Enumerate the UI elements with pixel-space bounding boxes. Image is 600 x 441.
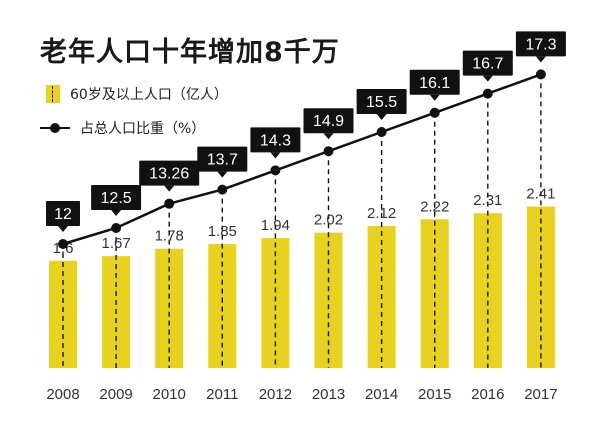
- ratio-label-box: [250, 127, 301, 153]
- x-tick-label: 2009: [99, 386, 132, 403]
- ratio-label-pointer: [164, 185, 175, 192]
- legend-line-label: 占总人口比重（%）: [80, 121, 206, 137]
- ratio-label-pointer: [535, 56, 546, 63]
- legend-bar-label: 60岁及以上人口（亿人）: [70, 87, 228, 103]
- legend-item-population: 60岁及以上人口（亿人）: [46, 84, 228, 104]
- bar: [314, 232, 343, 368]
- bar-value-label: 1.94: [261, 217, 290, 234]
- ratio-label-pointer: [429, 94, 440, 101]
- legend-line-swatch: [40, 123, 70, 133]
- bar: [473, 213, 502, 368]
- ratio-point: [217, 184, 228, 195]
- x-tick-label: 2010: [153, 386, 186, 403]
- ratio-point: [323, 146, 334, 157]
- ratio-label-box: [462, 50, 513, 76]
- bar-value-label: 2.02: [314, 212, 343, 229]
- bar: [49, 260, 77, 368]
- x-tick-label: 2017: [524, 386, 557, 403]
- ratio-label-pointer: [376, 114, 387, 120]
- legend-item-ratio: 占总人口比重（%）: [40, 118, 205, 138]
- x-tick-label: 2016: [471, 386, 504, 403]
- ratio-label-pointer: [270, 152, 281, 159]
- bar-value-label: 1.85: [208, 223, 237, 240]
- ratio-label-box: [139, 160, 200, 186]
- ratio-value-label: 12.5: [101, 190, 132, 207]
- ratio-value-label: 15.5: [366, 94, 397, 111]
- ratio-label-box: [303, 108, 354, 134]
- ratio-label-box: [356, 89, 407, 114]
- ratio-point: [111, 223, 122, 233]
- ratio-label-box: [46, 201, 80, 226]
- ratio-label-pointer: [217, 171, 228, 178]
- ratio-point: [482, 88, 493, 99]
- chart-title: 老年人口十年增加8千万: [40, 37, 340, 68]
- ratio-label-pointer: [482, 75, 493, 82]
- ratio-value-label: 14.9: [313, 113, 344, 130]
- ratio-point: [270, 165, 281, 176]
- x-tick-label: 2014: [365, 386, 398, 403]
- bar-value-label: 2.31: [473, 192, 502, 209]
- ratio-label-box: [91, 185, 142, 210]
- legend-bar-swatch: [46, 85, 60, 103]
- ratio-value-label: 13.7: [207, 152, 238, 169]
- ratio-label-pointer: [58, 226, 68, 232]
- ratio-value-label: 13.26: [149, 166, 189, 183]
- ratio-label-pointer: [111, 210, 122, 216]
- x-tick-label: 2015: [418, 386, 451, 403]
- ratio-point: [535, 69, 546, 80]
- x-tick-label: 2013: [312, 386, 345, 403]
- bar: [261, 238, 290, 368]
- bar-value-label: 1.67: [101, 235, 130, 252]
- ratio-value-label: 16.7: [472, 56, 503, 73]
- ratio-point: [164, 198, 175, 209]
- ratio-value-label: 17.3: [525, 36, 556, 53]
- ratio-point: [429, 107, 440, 118]
- ratio-label-box: [515, 31, 566, 57]
- x-tick-label: 2012: [259, 386, 292, 403]
- bar-value-label: 2.41: [526, 186, 555, 203]
- ratio-label-box: [197, 146, 248, 172]
- x-tick-label: 2008: [46, 386, 79, 403]
- bar-value-label: 2.12: [367, 205, 396, 222]
- bar-value-label: 1.78: [155, 228, 184, 245]
- ratio-line: [62, 73, 542, 246]
- bar-value-label: 2.22: [420, 198, 449, 215]
- x-tick-label: 2011: [206, 386, 238, 403]
- ratio-value-label: 14.3: [260, 132, 291, 149]
- ratio-label-pointer: [323, 133, 334, 140]
- ratio-label-box: [409, 69, 460, 95]
- ratio-point: [376, 127, 387, 137]
- ratio-point: [58, 239, 68, 249]
- bar: [526, 206, 555, 368]
- ratio-value-label: 16.1: [419, 75, 450, 92]
- ratio-value-label: 12: [54, 206, 72, 223]
